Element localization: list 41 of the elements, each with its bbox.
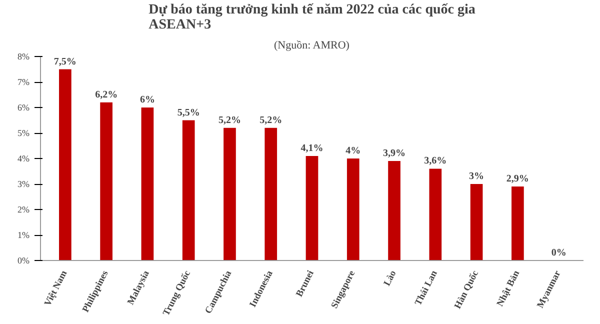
x-tick-label: Lào (382, 269, 399, 288)
x-tick-label: Nhật Bản (496, 268, 522, 308)
bar (59, 69, 72, 260)
y-tick-label: 7% (18, 77, 30, 87)
bar (429, 168, 442, 260)
data-label: 4% (346, 146, 361, 156)
data-label: 7,5% (54, 56, 76, 68)
x-tick-label: Việt Nam (43, 269, 70, 308)
data-label: 6,2% (95, 89, 118, 100)
bar (512, 186, 524, 260)
y-tick-label: 1% (18, 230, 30, 240)
bar (306, 156, 318, 260)
y-tick-label: 3% (18, 179, 30, 189)
bar (224, 128, 236, 260)
y-tick-label: 4% (18, 154, 30, 164)
bar (470, 184, 483, 260)
data-label: 2,9% (506, 174, 529, 185)
bar (388, 161, 400, 260)
y-tick-label: 0% (18, 256, 30, 266)
y-tick-label: 8% (18, 52, 30, 62)
chart-title: Dự báo tăng trưởng kinh tế năm 2022 của các quốc gia ASEAN+3 (148, 2, 476, 32)
text: (Nguồn: AMRO) (274, 40, 350, 52)
bar (264, 128, 278, 260)
data-label: 5,5% (177, 107, 200, 118)
y-tick-label: 6% (18, 102, 30, 112)
bar (100, 102, 112, 260)
data-label: 0% (551, 248, 566, 258)
data-label: 5,2% (260, 114, 282, 126)
data-label: 5,2% (218, 114, 241, 126)
data-label: 3,9% (383, 148, 406, 160)
bar (141, 108, 154, 260)
data-label: 4,1% (300, 142, 324, 154)
data-label: 3,6% (424, 156, 447, 167)
bar (346, 158, 360, 260)
y-tick-label: 5% (18, 128, 30, 138)
x-tick-label: Hàn Quốc (453, 269, 481, 311)
bar (182, 120, 195, 260)
x-tick-label: Thái Lan (414, 268, 440, 308)
data-label: 3% (469, 171, 484, 182)
data-label: 6% (140, 94, 155, 106)
y-tick-label: 2% (18, 204, 30, 214)
